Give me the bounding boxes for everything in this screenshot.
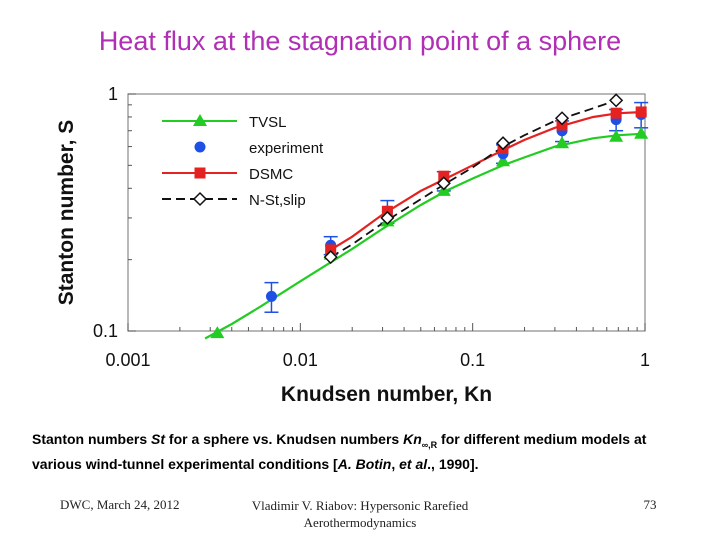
- slide-title: Heat flux at the stagnation point of a s…: [98, 26, 622, 56]
- chart: 0.001 0.01 0.1 1 0.1 1 Knudsen number, Kn Stant…: [55, 84, 650, 406]
- y-axis-label: Stanton number, S: [55, 120, 78, 306]
- caption-st: St: [151, 431, 166, 447]
- data-point-tvsl: [555, 136, 570, 149]
- data-point-dsmc: [325, 244, 337, 256]
- footer-date: DWC, March 24, 2012: [60, 497, 180, 512]
- footer-page-number: 73: [643, 497, 657, 512]
- series-line-n-st-slip: [330, 99, 617, 258]
- legend-marker-tvsl: [193, 114, 207, 126]
- axes: 0.001 0.01 0.1 1 0.1 1 Knudsen number, Kn Stant…: [55, 84, 650, 406]
- data-point-dsmc: [635, 106, 647, 118]
- y-tick-label: 1: [108, 84, 118, 104]
- caption-text-2: for a sphere vs. Knudsen numbers: [165, 431, 404, 447]
- plot-border: [127, 93, 646, 332]
- legend-marker-dsmc: [194, 167, 206, 179]
- legend-label-n-st-slip: N-St,slip: [249, 192, 306, 209]
- caption-ref-author: A. Botin: [337, 455, 392, 472]
- data-point-dsmc: [438, 170, 450, 182]
- caption-text-1: Stanton numbers: [32, 431, 152, 447]
- caption-ref-etal: et al: [399, 455, 428, 472]
- series-line-dsmc: [330, 110, 646, 251]
- series-line-tvsl: [204, 132, 646, 340]
- x-tick-label: 0.01: [283, 350, 318, 370]
- data-point-n-st-slip: [380, 210, 395, 225]
- y-tick-label: 0.1: [93, 321, 118, 341]
- data-point-n-st-slip: [609, 93, 624, 108]
- legend-marker-experiment: [194, 141, 206, 153]
- legend-label-dsmc: DSMC: [249, 166, 293, 183]
- data-point-n-st-slip: [436, 176, 451, 191]
- footer-author: Vladimir V. Riabov: Hypersonic Rarefied …: [251, 498, 469, 530]
- data-point-tvsl: [634, 126, 649, 139]
- x-tick-label: 0.001: [105, 350, 150, 370]
- legend-marker-n-st-slip: [192, 191, 208, 207]
- x-tick-label: 0.1: [460, 350, 485, 370]
- x-tick-label: 1: [640, 350, 650, 370]
- data-point-tvsl: [210, 326, 225, 339]
- data-point-experiment: [265, 290, 277, 302]
- caption-text-5: ., 1990].: [427, 455, 479, 472]
- data-point-n-st-slip: [495, 136, 511, 151]
- data-point-n-st-slip: [323, 250, 338, 265]
- caption-kn: Kn: [403, 431, 422, 447]
- legend-label-tvsl: TVSL: [249, 114, 287, 131]
- caption-text-4: ,: [391, 455, 400, 472]
- data-point-n-st-slip: [554, 111, 570, 126]
- caption-text-3: for different medium models at various w…: [32, 431, 647, 472]
- plot-area: [204, 93, 649, 340]
- legend-label-experiment: experiment: [249, 140, 324, 157]
- slide-caption: Stanton numbers St for a sphere vs. Knud…: [32, 430, 692, 474]
- data-point-tvsl: [496, 154, 511, 167]
- plot-frame: [127, 93, 646, 332]
- data-point-tvsl: [609, 129, 624, 142]
- x-axis-label: Knudsen number, Kn: [281, 383, 492, 406]
- data-point-dsmc: [610, 107, 622, 119]
- caption-kn-subscript: ∞,R: [421, 439, 438, 450]
- legend: TVSL experiment DSMC N-St,slip: [162, 114, 324, 209]
